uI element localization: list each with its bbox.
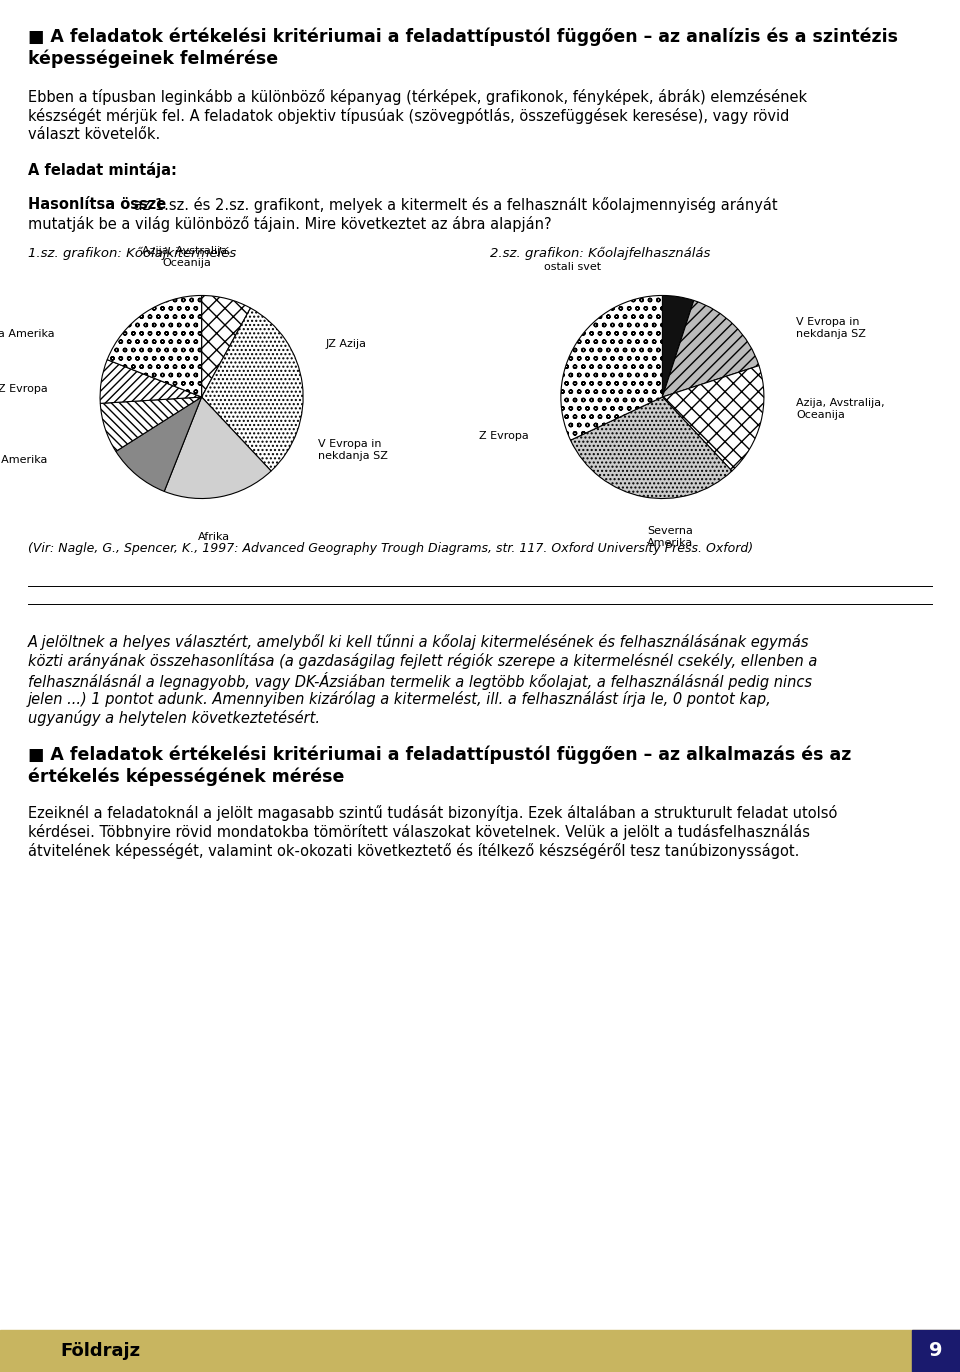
Text: készségét mérjük fel. A feladatok objektiv típusúak (szövegpótlás, összefüggések: készségét mérjük fel. A feladatok objekt… (28, 108, 789, 123)
Wedge shape (202, 309, 303, 471)
Text: ■ A feladatok értékelési kritériumai a feladattípustól függően – az alkalmazás é: ■ A feladatok értékelési kritériumai a f… (28, 745, 852, 763)
Wedge shape (100, 359, 202, 403)
Text: Azija, Avstralija,
Oceanija: Azija, Avstralija, Oceanija (797, 398, 885, 420)
Text: ■ A feladatok értékelési kritériumai a feladattípustól függően – az analízis és : ■ A feladatok értékelési kritériumai a f… (28, 27, 898, 45)
Text: jelen ...) 1 pontot adunk. Amennyiben kizárólag a kitermelést, ill. a felhasznál: jelen ...) 1 pontot adunk. Amennyiben ki… (28, 691, 772, 707)
Text: ugyanúgy a helytelen következtetésért.: ugyanúgy a helytelen következtetésért. (28, 709, 320, 726)
Text: az 1.sz. és 2.sz. grafikont, melyek a kitermelt és a felhasznált kőolajmennyiség: az 1.sz. és 2.sz. grafikont, melyek a ki… (129, 198, 778, 213)
Text: 2.sz. grafikon: Kőolajfelhasználás: 2.sz. grafikon: Kőolajfelhasználás (490, 247, 710, 261)
Text: mutatják be a világ különböző tájain. Mire következtet az ábra alapján?: mutatják be a világ különböző tájain. Mi… (28, 215, 552, 232)
Text: Hasonlítsa össze: Hasonlítsa össze (28, 198, 166, 213)
Text: Afrika: Afrika (198, 532, 229, 542)
Wedge shape (116, 397, 202, 491)
Text: Latinska Amerika: Latinska Amerika (0, 456, 47, 465)
Wedge shape (570, 397, 732, 498)
Text: JZ Azija: JZ Azija (325, 339, 367, 350)
Wedge shape (662, 300, 759, 397)
Wedge shape (561, 295, 662, 440)
Text: Z Evropa: Z Evropa (0, 384, 47, 394)
Text: képességeinek felmérése: képességeinek felmérése (28, 49, 278, 67)
Text: (Vir: Nagle, G., Spencer, K., 1997: Advanced Geography Trough Diagrams, str. 117: (Vir: Nagle, G., Spencer, K., 1997: Adva… (28, 542, 754, 556)
Wedge shape (164, 397, 271, 498)
Text: 1.sz. grafikon: Kőolajkitermelés: 1.sz. grafikon: Kőolajkitermelés (28, 247, 236, 261)
Text: Ebben a típusban leginkább a különböző képanyag (térképek, grafikonok, fényképek: Ebben a típusban leginkább a különböző k… (28, 89, 807, 106)
Wedge shape (662, 295, 694, 397)
Text: V Evropa in
nekdanja SZ: V Evropa in nekdanja SZ (797, 317, 866, 339)
Bar (912, 1329, 960, 1372)
Text: 9: 9 (929, 1342, 943, 1361)
Bar (0, 1329, 960, 1372)
Text: választ követelők.: választ követelők. (28, 128, 160, 141)
Text: közti arányának összehasonlítása (a gazdaságilag fejlett régiók szerepe a kiterm: közti arányának összehasonlítása (a gazd… (28, 653, 817, 670)
Text: V Evropa in
nekdanja SZ: V Evropa in nekdanja SZ (319, 439, 388, 461)
Text: A feladat mintája:: A feladat mintája: (28, 162, 177, 178)
Text: Azija, Avstralija,
Oceanija: Azija, Avstralija, Oceanija (142, 246, 230, 268)
Wedge shape (108, 295, 202, 397)
Text: Ezeiknél a feladatoknál a jelölt magasabb szintű tudását bizonyítja. Ezek általá: Ezeiknél a feladatoknál a jelölt magasab… (28, 805, 837, 820)
Text: átvitelének képességét, valamint ok-okozati következtető és ítélkező készségéről: átvitelének képességét, valamint ok-okoz… (28, 842, 800, 859)
Text: értékelés képességének mérése: értékelés képességének mérése (28, 767, 345, 786)
Text: felhasználásnál a legnagyobb, vagy DK-Ázsiában termelik a legtöbb kőolajat, a fe: felhasználásnál a legnagyobb, vagy DK-Áz… (28, 672, 812, 690)
Text: A jelöltnek a helyes választért, amelyből ki kell tűnni a kőolaj kitermelésének : A jelöltnek a helyes választért, amelybő… (28, 634, 809, 650)
Text: Z Evropa: Z Evropa (479, 431, 528, 440)
Wedge shape (202, 295, 251, 397)
Text: kérdései. Többnyire rövid mondatokba tömörített válaszokat követelnek. Velük a j: kérdései. Többnyire rövid mondatokba töm… (28, 825, 810, 840)
Text: Severna
Amerika: Severna Amerika (647, 527, 694, 547)
Wedge shape (662, 365, 764, 471)
Text: Földrajz: Földrajz (60, 1342, 140, 1360)
Text: Severna Amerika: Severna Amerika (0, 329, 55, 339)
Wedge shape (100, 397, 202, 451)
Text: ostali svet: ostali svet (544, 262, 602, 272)
